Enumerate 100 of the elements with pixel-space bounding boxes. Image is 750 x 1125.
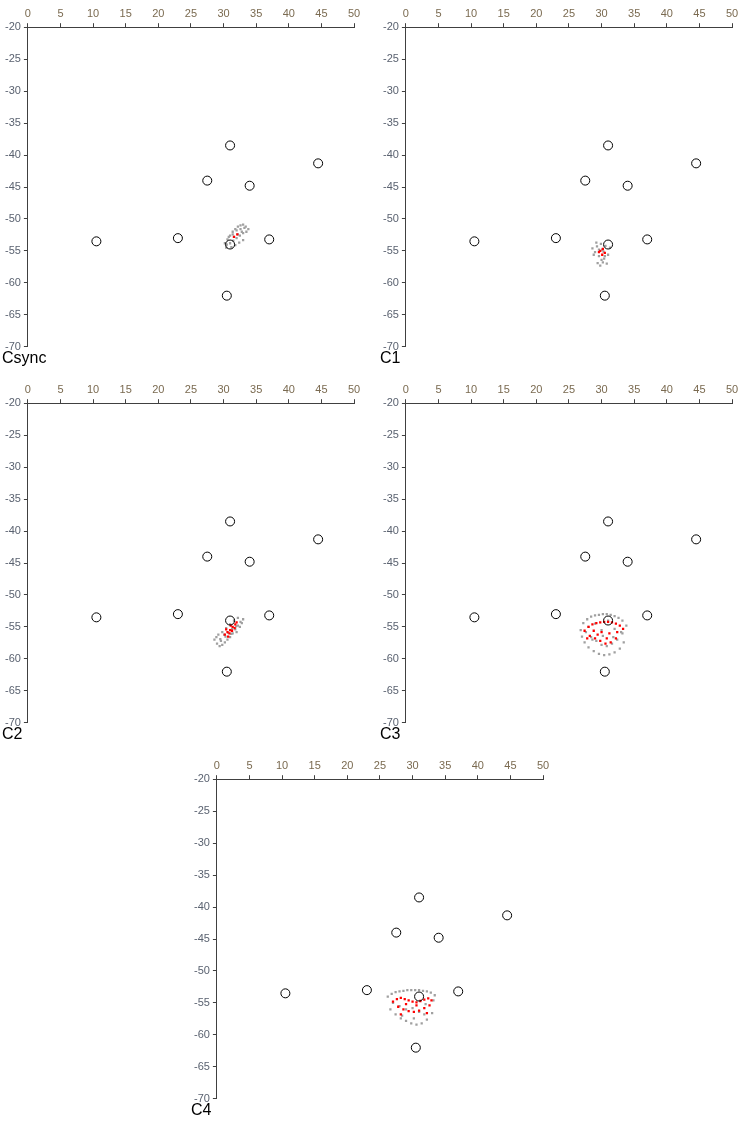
x-tick-label: 40 (660, 6, 673, 19)
y-tick-label: -55 (4, 243, 21, 256)
x-tick-label: 35 (628, 6, 641, 19)
y-tick-label: -20 (193, 772, 210, 785)
y-tick-label: -40 (382, 148, 399, 161)
y-tick-label: -60 (4, 651, 21, 664)
x-tick-label: 10 (86, 382, 100, 395)
x-tick-label: 25 (184, 382, 198, 395)
x-tick-label: 30 (217, 382, 230, 395)
y-tick-label: -30 (382, 460, 399, 473)
x-tick-label: 0 (24, 382, 31, 395)
x-tick-label: 20 (152, 382, 165, 395)
y-tick-label: -20 (4, 20, 21, 33)
x-tick-label: 30 (595, 6, 608, 19)
x-tick-label: 15 (119, 6, 132, 19)
y-tick-label: -70 (4, 715, 21, 728)
y-tick-label: -35 (382, 116, 399, 129)
x-tick-label: 20 (152, 6, 165, 19)
y-tick-label: -65 (193, 1059, 210, 1072)
y-tick-label: -30 (4, 460, 21, 473)
x-tick-label: 10 (275, 758, 289, 771)
y-tick-label: -60 (193, 1027, 210, 1040)
y-tick-label: -70 (382, 715, 399, 728)
y-tick-label: -70 (382, 339, 399, 352)
x-tick-label: 40 (282, 6, 295, 19)
x-tick-label: 45 (504, 758, 517, 771)
y-tick-label: -50 (4, 587, 21, 600)
y-tick-label: -55 (382, 619, 399, 632)
y-tick-label: -55 (382, 243, 399, 256)
y-tick-label: -60 (382, 651, 399, 664)
x-tick-label: 45 (315, 382, 328, 395)
y-tick-label: -55 (4, 619, 21, 632)
x-tick-label: 35 (439, 758, 452, 771)
x-tick-label: 50 (347, 382, 361, 395)
y-tick-label: -30 (193, 836, 210, 849)
y-tick-label: -40 (193, 900, 210, 913)
x-tick-label: 0 (402, 382, 409, 395)
y-tick-label: -25 (382, 52, 399, 65)
x-tick-label: 30 (406, 758, 419, 771)
y-tick-label: -70 (193, 1091, 210, 1104)
x-tick-label: 0 (402, 6, 409, 19)
y-tick-label: -50 (4, 211, 21, 224)
y-tick-label: -40 (4, 524, 21, 537)
x-tick-label: 5 (57, 6, 64, 19)
x-tick-label: 15 (497, 6, 510, 19)
y-tick-label: -50 (382, 211, 399, 224)
y-tick-label: -40 (4, 148, 21, 161)
y-tick-label: -35 (4, 492, 21, 505)
x-tick-label: 20 (530, 382, 543, 395)
x-tick-label: 25 (184, 6, 198, 19)
x-tick-label: 30 (217, 6, 230, 19)
x-tick-label: 50 (536, 758, 550, 771)
x-tick-label: 5 (435, 382, 442, 395)
x-tick-label: 40 (282, 382, 295, 395)
y-tick-label: -40 (382, 524, 399, 537)
y-tick-label: -70 (4, 339, 21, 352)
y-tick-label: -60 (382, 275, 399, 288)
y-tick-label: -60 (4, 275, 21, 288)
y-tick-label: -35 (4, 116, 21, 129)
y-tick-label: -45 (4, 556, 21, 569)
y-tick-label: -45 (382, 180, 399, 193)
y-tick-label: -25 (193, 804, 210, 817)
y-tick-label: -20 (382, 20, 399, 33)
x-tick-label: 10 (464, 6, 478, 19)
y-tick-label: -20 (4, 396, 21, 409)
x-tick-label: 45 (693, 6, 706, 19)
y-tick-label: -65 (4, 683, 21, 696)
y-tick-label: -25 (4, 52, 21, 65)
x-tick-label: 30 (595, 382, 608, 395)
x-tick-label: 40 (660, 382, 673, 395)
x-tick-label: 35 (250, 382, 263, 395)
x-tick-label: 10 (86, 6, 100, 19)
x-tick-label: 0 (213, 758, 220, 771)
x-tick-label: 50 (347, 6, 361, 19)
x-tick-label: 45 (693, 382, 706, 395)
x-tick-label: 35 (250, 6, 263, 19)
x-tick-label: 25 (562, 6, 576, 19)
x-tick-label: 15 (497, 382, 510, 395)
x-tick-label: 0 (24, 6, 31, 19)
y-tick-label: -30 (382, 84, 399, 97)
x-tick-label: 40 (471, 758, 484, 771)
x-tick-label: 25 (562, 382, 576, 395)
x-tick-label: 15 (119, 382, 132, 395)
y-tick-label: -45 (382, 556, 399, 569)
x-tick-label: 45 (315, 6, 328, 19)
y-tick-label: -30 (4, 84, 21, 97)
y-tick-label: -45 (4, 180, 21, 193)
x-tick-label: 10 (464, 382, 478, 395)
x-tick-label: 5 (57, 382, 64, 395)
y-tick-label: -50 (382, 587, 399, 600)
x-tick-label: 35 (628, 382, 641, 395)
y-tick-label: -25 (382, 428, 399, 441)
y-tick-label: -35 (382, 492, 399, 505)
y-tick-label: -45 (193, 932, 210, 945)
y-tick-label: -65 (382, 307, 399, 320)
x-tick-label: 25 (373, 758, 387, 771)
x-tick-label: 5 (435, 6, 442, 19)
y-tick-label: -35 (193, 868, 210, 881)
x-tick-label: 15 (308, 758, 321, 771)
y-tick-label: -55 (193, 995, 210, 1008)
